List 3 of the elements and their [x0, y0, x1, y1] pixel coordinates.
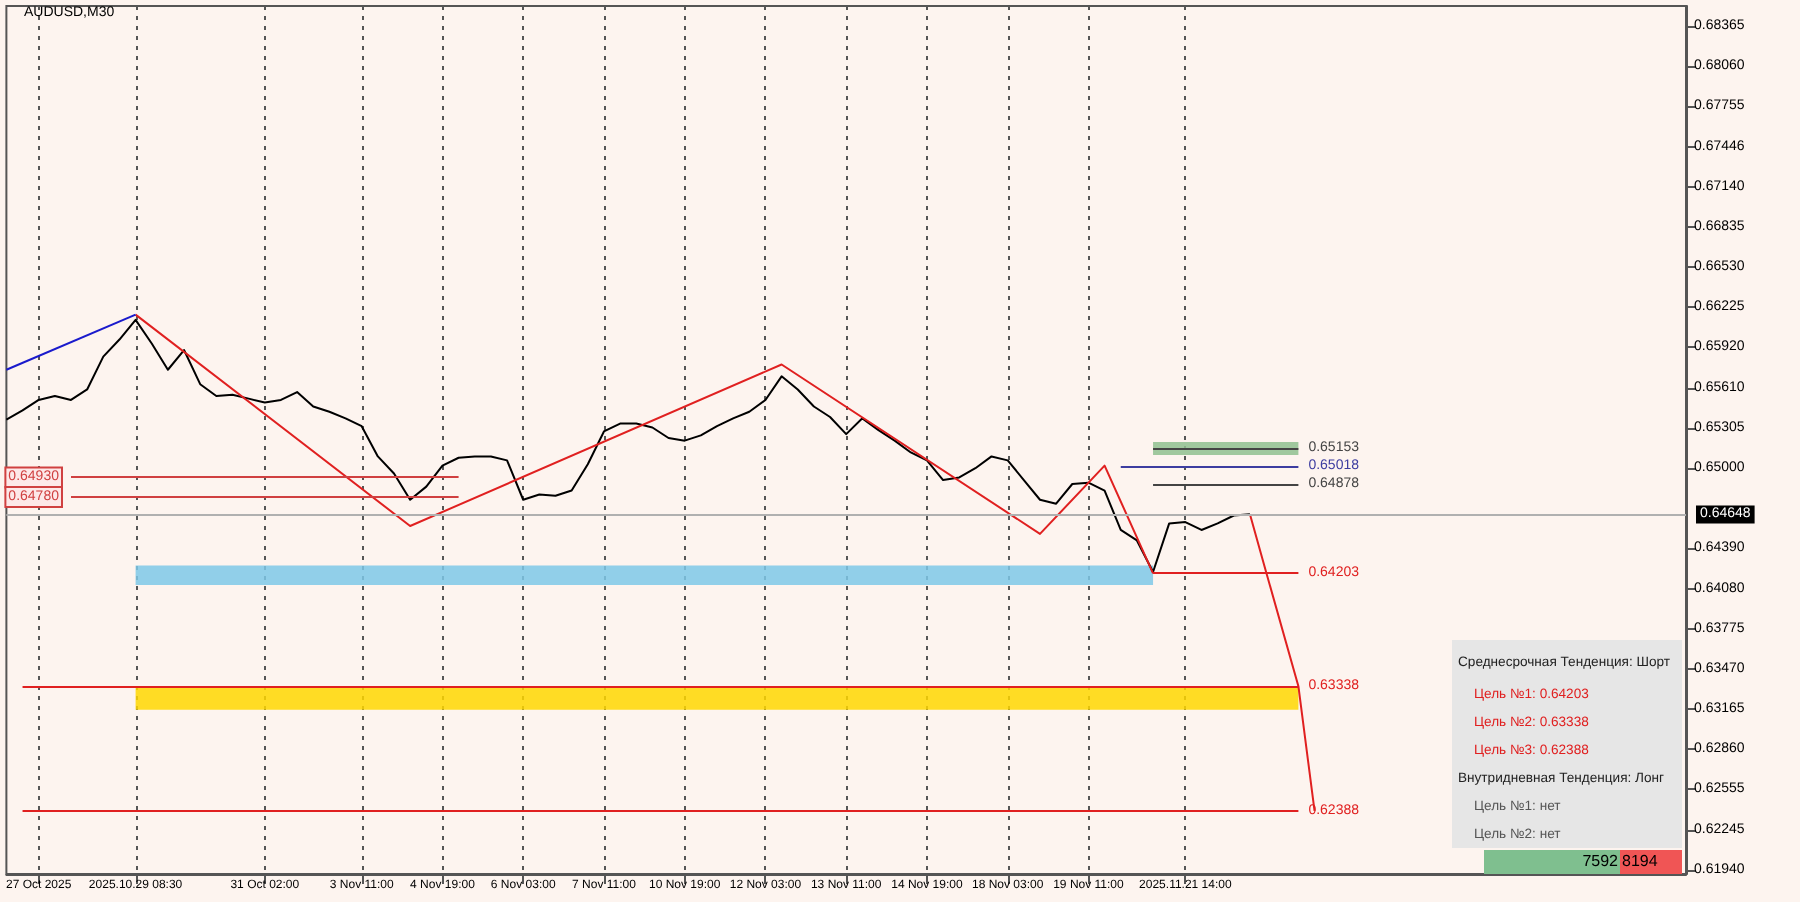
annotation: 7592 — [1484, 850, 1620, 874]
counter-panel: 7592 8194 — [1484, 850, 1682, 874]
annotation: 8194 — [1620, 850, 1682, 874]
